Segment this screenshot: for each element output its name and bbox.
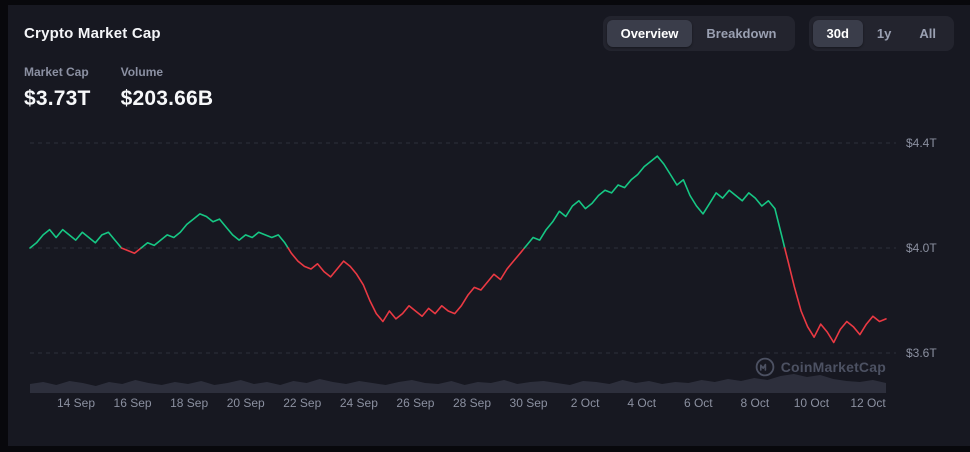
volume-label: Volume: [120, 65, 164, 79]
range-1y-button[interactable]: 1y: [863, 20, 905, 47]
svg-text:$4.4T: $4.4T: [906, 136, 937, 150]
market-cap-label: Market Cap: [24, 65, 89, 79]
svg-text:10 Oct: 10 Oct: [794, 396, 830, 410]
volume-value: $203.66B: [120, 87, 214, 110]
svg-text:$3.6T: $3.6T: [906, 346, 937, 360]
svg-text:16 Sep: 16 Sep: [114, 396, 152, 410]
volume-stat: Volume $203.66B: [121, 65, 214, 111]
svg-text:22 Sep: 22 Sep: [283, 396, 321, 410]
svg-text:24 Sep: 24 Sep: [340, 396, 378, 410]
svg-text:14 Sep: 14 Sep: [57, 396, 95, 410]
market-cap-stat: Market Cap $3.73T: [24, 65, 91, 111]
chart-controls: Overview Breakdown 30d 1y All: [602, 15, 954, 51]
svg-text:2 Oct: 2 Oct: [571, 396, 600, 410]
tab-overview[interactable]: Overview: [606, 19, 693, 47]
tab-breakdown[interactable]: Breakdown: [692, 20, 790, 47]
page-title: Crypto Market Cap: [24, 24, 161, 42]
market-cap-chart[interactable]: $4.4T $4.0T $3.6T 14 Sep 16 Sep 18 Sep 20 Sep 2…: [8, 131, 970, 431]
crypto-market-cap-card: Crypto Market Cap Overview Breakdown 30d…: [8, 5, 970, 446]
svg-text:8 Oct: 8 Oct: [741, 396, 770, 410]
svg-text:26 Sep: 26 Sep: [396, 396, 434, 410]
svg-text:20 Sep: 20 Sep: [227, 396, 265, 410]
market-cap-value: $3.73T: [24, 87, 91, 110]
stats-row: Market Cap $3.73T Volume $203.66B: [24, 65, 213, 111]
view-toggle-group: Overview Breakdown: [602, 15, 795, 51]
range-30d-button[interactable]: 30d: [812, 19, 863, 47]
svg-text:12 Oct: 12 Oct: [850, 396, 886, 410]
svg-text:18 Sep: 18 Sep: [170, 396, 208, 410]
svg-text:28 Sep: 28 Sep: [453, 396, 491, 410]
chart-header: Crypto Market Cap Overview Breakdown 30d…: [8, 5, 970, 61]
range-all-button[interactable]: All: [905, 20, 950, 47]
svg-text:4 Oct: 4 Oct: [627, 396, 656, 410]
svg-text:6 Oct: 6 Oct: [684, 396, 713, 410]
svg-text:$4.0T: $4.0T: [906, 241, 937, 255]
svg-text:30 Sep: 30 Sep: [510, 396, 548, 410]
range-toggle-group: 30d 1y All: [808, 15, 954, 51]
